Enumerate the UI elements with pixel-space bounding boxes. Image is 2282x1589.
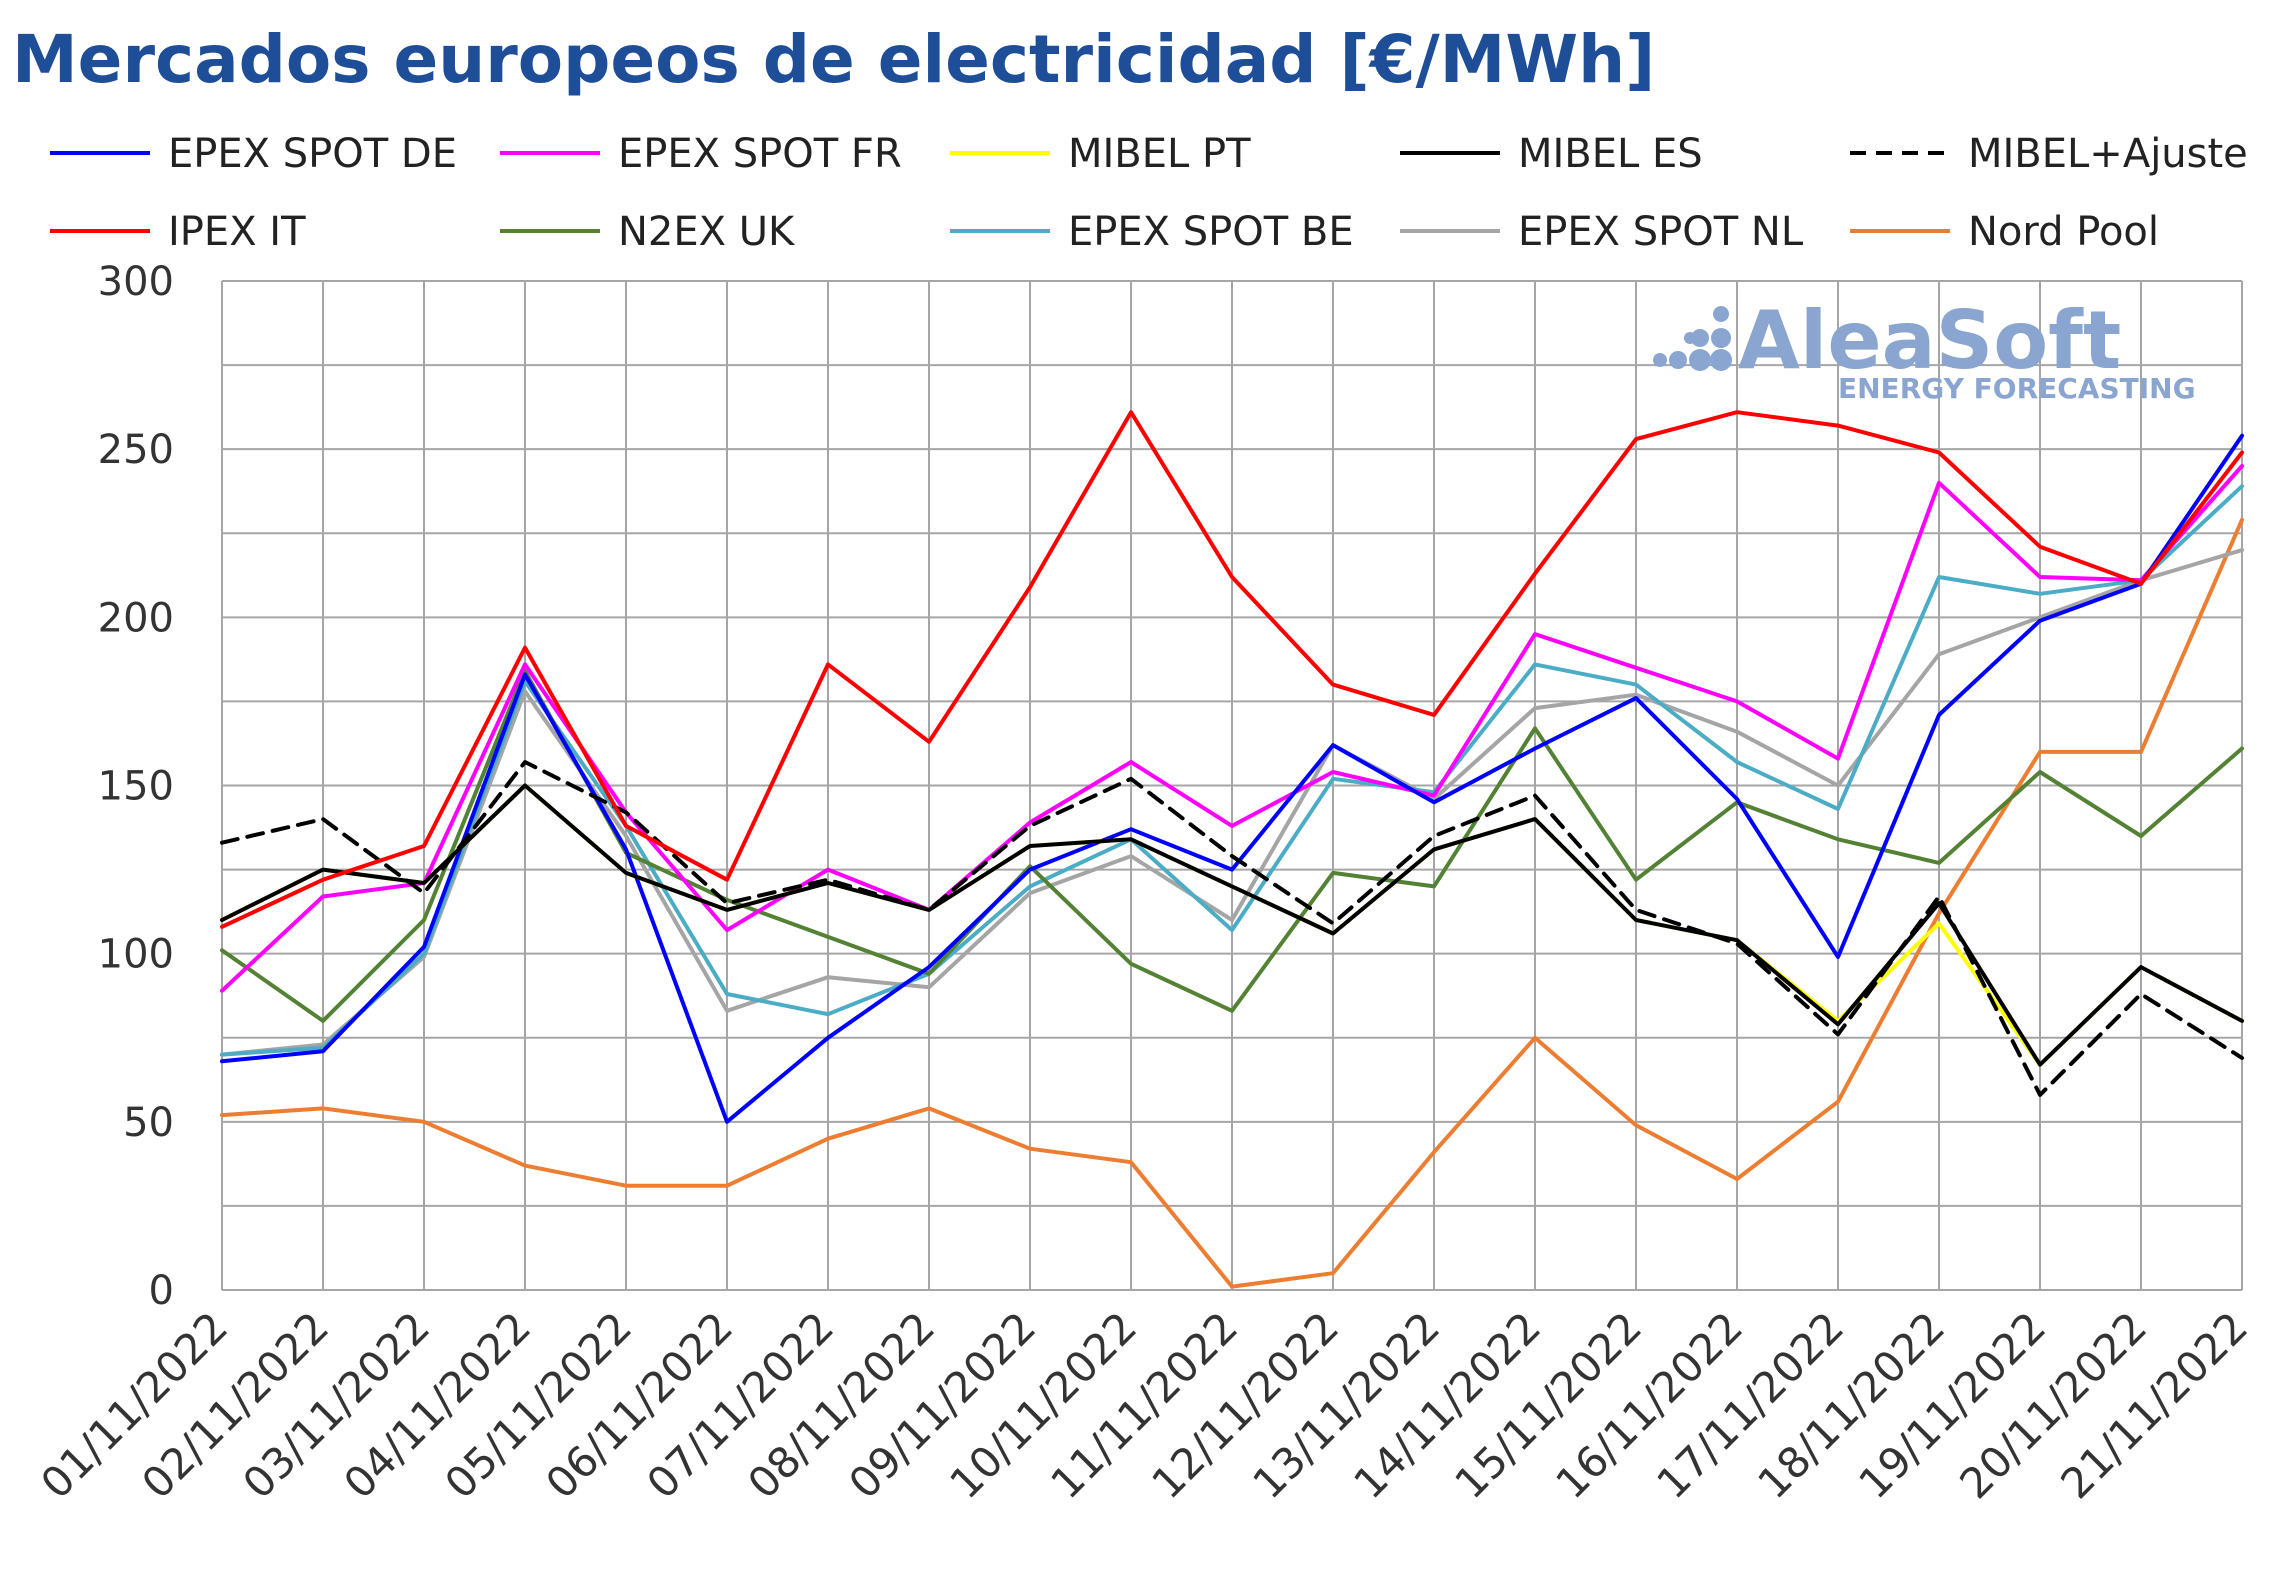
legend: EPEX SPOT DE EPEX SPOT FR MIBEL PT MIBEL ES… — [50, 131, 2248, 255]
legend-label: MIBEL ES — [1518, 131, 1703, 177]
y-tick-label: 0 — [149, 1268, 174, 1314]
series-ipex-it — [220, 410, 2244, 929]
y-tick-label: 100 — [98, 932, 174, 978]
legend-item-n2ex-uk: N2EX UK — [500, 209, 796, 255]
y-tick-label: 250 — [98, 427, 174, 473]
watermark-brand: AleaSoft — [1738, 294, 2121, 387]
legend-item-epex-spot-de: EPEX SPOT DE — [50, 131, 457, 177]
legend-item-ipex-it: IPEX IT — [50, 209, 306, 255]
series-mibel-ajuste — [220, 760, 2244, 1097]
logo-dot — [1684, 332, 1696, 344]
y-tick-label: 300 — [98, 259, 174, 305]
series-lines — [220, 410, 2244, 1289]
logo-dot — [1713, 306, 1729, 322]
aleasoft-logo-dots-icon — [1653, 306, 1732, 371]
legend-label: MIBEL+Ajuste — [1968, 131, 2248, 177]
series-epex-spot-fr — [220, 464, 2244, 993]
legend-label: EPEX SPOT DE — [168, 131, 457, 177]
legend-label: EPEX SPOT NL — [1518, 209, 1804, 255]
watermark-tagline: ENERGY FORECASTING — [1838, 372, 2196, 405]
legend-label: EPEX SPOT FR — [618, 131, 902, 177]
legend-item-epex-spot-nl: EPEX SPOT NL — [1400, 209, 1804, 255]
legend-label: N2EX UK — [618, 209, 796, 255]
legend-label: EPEX SPOT BE — [1068, 209, 1354, 255]
series-nord-pool — [220, 517, 2244, 1289]
chart-title: Mercados europeos de electricidad [€/MWh… — [12, 21, 1655, 98]
y-tick-label: 150 — [98, 764, 174, 810]
aleasoft-watermark: AleaSoft ENERGY FORECASTING — [1653, 294, 2196, 405]
series-epex-spot-nl — [220, 548, 2244, 1057]
legend-label: MIBEL PT — [1068, 131, 1251, 177]
legend-item-mibel-es: MIBEL ES — [1400, 131, 1703, 177]
legend-item-mibel-ajuste: MIBEL+Ajuste — [1850, 131, 2248, 177]
y-axis-ticks: 0 50 100 150 200 250 300 — [98, 259, 174, 1314]
y-tick-label: 200 — [98, 595, 174, 641]
legend-item-epex-spot-fr: EPEX SPOT FR — [500, 131, 902, 177]
logo-dot — [1691, 329, 1709, 347]
legend-item-mibel-pt: MIBEL PT — [950, 131, 1251, 177]
logo-dot — [1669, 351, 1687, 369]
logo-dot — [1689, 349, 1711, 371]
logo-dot — [1653, 353, 1667, 367]
logo-dot — [1710, 349, 1732, 371]
legend-label: IPEX IT — [168, 209, 306, 255]
x-axis-ticks: 01/11/202202/11/202203/11/202204/11/2022… — [31, 1302, 2257, 1508]
legend-item-nord-pool: Nord Pool — [1850, 209, 2159, 255]
legend-item-epex-spot-be: EPEX SPOT BE — [950, 209, 1354, 255]
legend-label: Nord Pool — [1968, 209, 2159, 255]
series-epex-spot-de — [220, 433, 2244, 1124]
y-tick-label: 50 — [123, 1100, 174, 1146]
logo-dot — [1711, 328, 1731, 348]
